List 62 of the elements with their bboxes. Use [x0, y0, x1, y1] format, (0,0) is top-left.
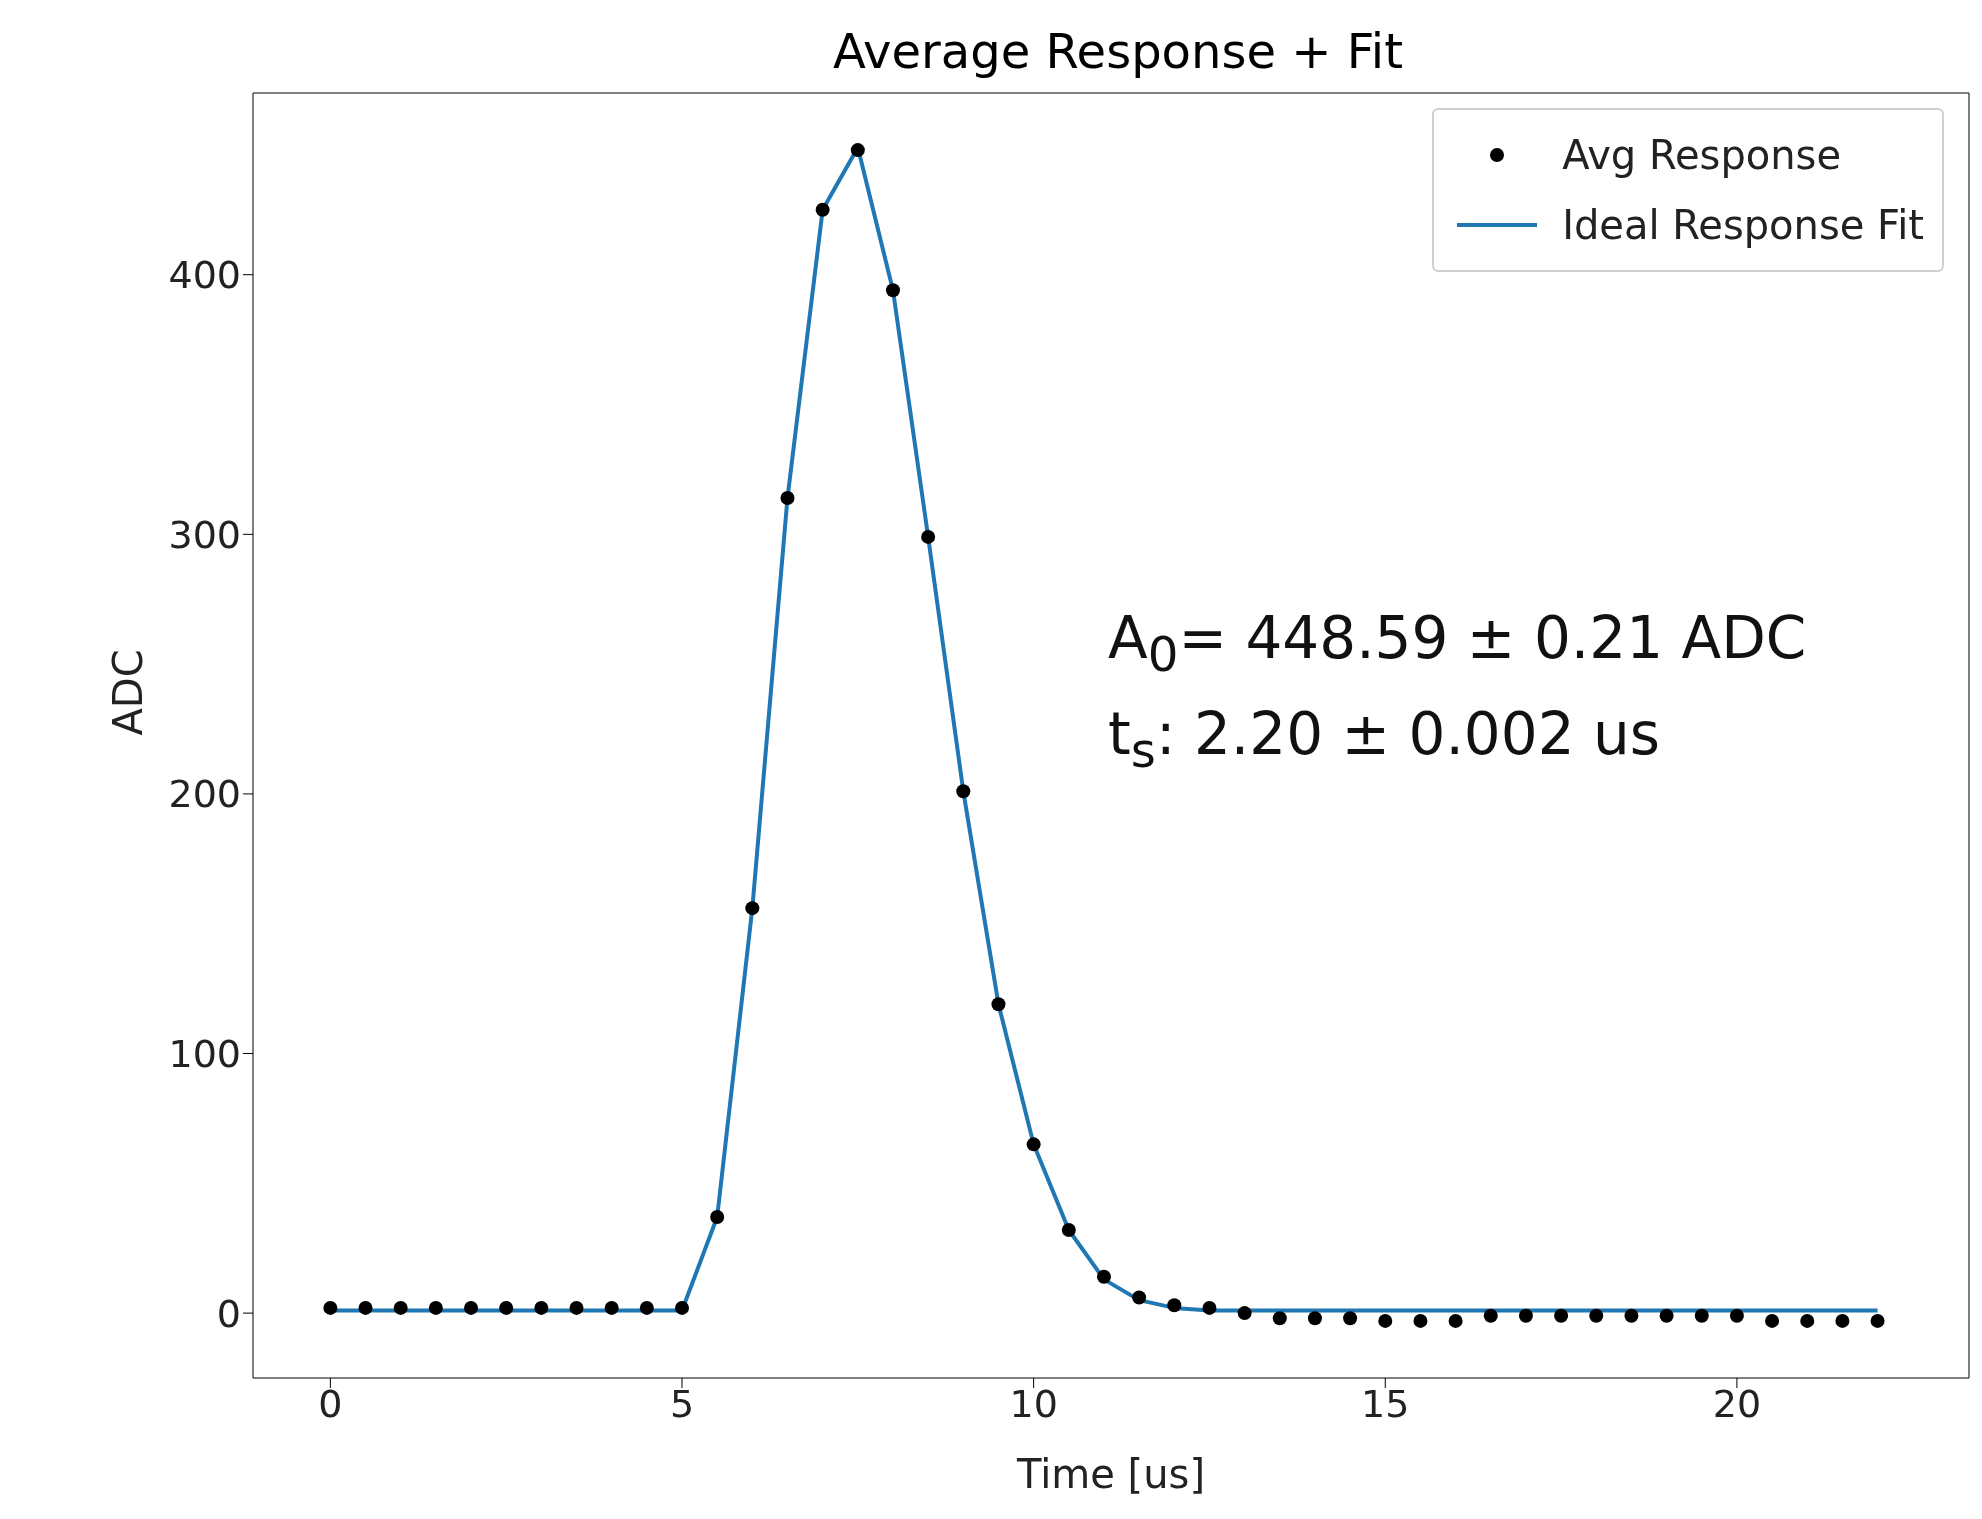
y-tick-label: 400 — [168, 253, 241, 298]
point — [991, 997, 1006, 1012]
point — [815, 202, 830, 217]
x-tick-label: 20 — [1712, 1381, 1762, 1426]
point — [569, 1300, 584, 1315]
point — [1483, 1308, 1498, 1323]
point — [1096, 1269, 1111, 1284]
point — [358, 1300, 373, 1315]
x-tick-label: 15 — [1361, 1381, 1410, 1426]
point — [428, 1300, 443, 1315]
point — [534, 1300, 549, 1315]
x-tick-label: 0 — [318, 1381, 343, 1426]
point — [499, 1300, 514, 1315]
x-axis-title: Time [us] — [1015, 1451, 1206, 1497]
x-tick-label: 10 — [1009, 1381, 1058, 1426]
point — [1624, 1308, 1639, 1323]
y-tick-label: 0 — [216, 1291, 241, 1336]
point — [780, 490, 795, 505]
point — [1132, 1290, 1147, 1305]
point — [850, 143, 865, 158]
point — [1729, 1308, 1744, 1323]
point — [1167, 1298, 1182, 1313]
point — [1448, 1313, 1463, 1328]
legend-label: Avg Response — [1562, 132, 1842, 178]
x-tick-label: 5 — [669, 1381, 695, 1426]
point — [1870, 1313, 1885, 1328]
point — [1518, 1308, 1533, 1323]
point — [1554, 1308, 1569, 1323]
point — [675, 1300, 689, 1315]
point — [921, 529, 936, 544]
point — [1343, 1311, 1358, 1326]
chart-title: Average Response + Fit — [833, 23, 1403, 79]
point — [1765, 1313, 1780, 1328]
point — [1413, 1313, 1428, 1328]
point — [1659, 1308, 1674, 1323]
annotation: t$_{s}$: 2.20 ± 0.002 us — [1108, 698, 1661, 780]
y-axis-title: ADC — [105, 649, 152, 736]
point — [639, 1300, 654, 1315]
point — [956, 784, 971, 799]
point — [710, 1210, 725, 1225]
point — [1800, 1313, 1815, 1328]
point — [1589, 1308, 1604, 1323]
y-tick-label: 300 — [168, 512, 241, 557]
point — [1307, 1311, 1322, 1326]
point — [1835, 1313, 1850, 1328]
annotation: A$_{0}$= 448.59 ± 0.21 ADC — [1108, 603, 1807, 684]
point — [1026, 1137, 1041, 1152]
point — [745, 901, 760, 916]
y-tick-label: 100 — [168, 1031, 241, 1076]
y-tick-label: 200 — [168, 772, 241, 817]
point — [393, 1300, 408, 1315]
legend-label: Ideal Response Fit — [1562, 202, 1924, 248]
point — [1237, 1306, 1252, 1321]
point — [885, 283, 900, 298]
point — [1061, 1223, 1076, 1238]
point — [1202, 1300, 1217, 1315]
point — [1694, 1308, 1709, 1323]
point — [1272, 1311, 1287, 1326]
point — [1378, 1313, 1393, 1328]
point — [464, 1300, 479, 1315]
point — [323, 1300, 338, 1315]
point — [604, 1300, 619, 1315]
